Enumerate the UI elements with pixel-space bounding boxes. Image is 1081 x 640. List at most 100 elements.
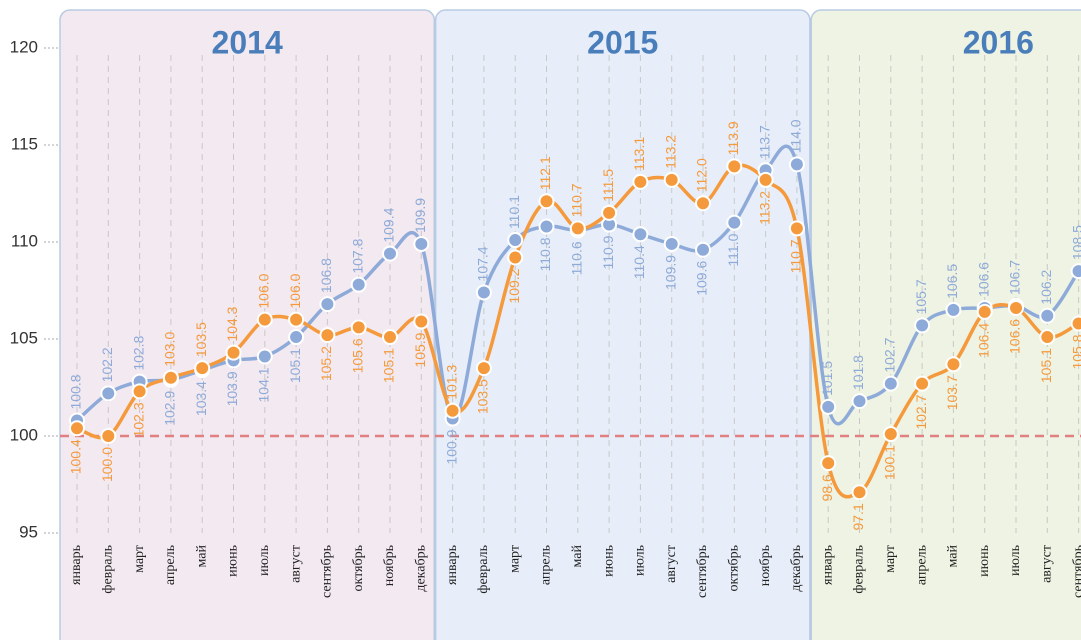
x-tick-label: январь xyxy=(820,545,835,585)
value-label: 105.2 xyxy=(318,346,334,381)
point xyxy=(757,171,774,188)
point xyxy=(256,348,273,365)
value-label: 106.6 xyxy=(975,262,991,297)
point xyxy=(131,383,148,400)
value-label: 113.2 xyxy=(662,135,678,169)
value-label: 107.8 xyxy=(349,238,365,273)
x-tick-label: март xyxy=(132,545,147,573)
value-label: 113.1 xyxy=(631,137,647,171)
value-label: 105.1 xyxy=(287,348,303,383)
point xyxy=(663,171,680,188)
value-label: 105.1 xyxy=(1038,348,1054,383)
x-tick-label: январь xyxy=(445,545,460,585)
x-tick-label: июль xyxy=(257,545,272,576)
x-tick-label: август xyxy=(664,545,679,583)
x-tick-label: апрель xyxy=(539,545,554,585)
point xyxy=(851,393,868,410)
point xyxy=(945,356,962,373)
y-tick-label: 120 xyxy=(10,37,38,56)
y-tick-label: 95 xyxy=(19,522,38,541)
x-tick-label: апрель xyxy=(914,545,929,585)
x-tick-label: июнь xyxy=(226,545,241,577)
value-label: 109.4 xyxy=(381,207,397,242)
value-label: 108.5 xyxy=(1069,225,1081,260)
x-tick-label: март xyxy=(507,545,522,573)
value-label: 112.0 xyxy=(694,158,710,192)
x-tick-label: ноябрь xyxy=(758,545,773,586)
year-panel xyxy=(434,9,811,640)
y-tick-label: 100 xyxy=(10,425,38,444)
point xyxy=(601,204,618,221)
value-label: 113.7 xyxy=(756,125,772,159)
value-label: 100.4 xyxy=(68,439,84,474)
point xyxy=(914,375,931,392)
value-label: 105.7 xyxy=(913,279,929,314)
value-label: 105.6 xyxy=(349,338,365,373)
value-label: 106.2 xyxy=(1038,269,1054,304)
x-tick-label: март xyxy=(883,545,898,573)
point xyxy=(507,232,524,249)
x-tick-label: ноябрь xyxy=(382,545,397,586)
x-tick-label: май xyxy=(570,545,585,568)
value-label: 111.5 xyxy=(600,169,616,202)
point xyxy=(1070,315,1081,332)
x-tick-label: октябрь xyxy=(727,545,742,592)
x-tick-label: май xyxy=(194,545,209,568)
y-tick-label: 105 xyxy=(10,328,38,347)
value-label: 106.6 xyxy=(1007,319,1023,354)
point xyxy=(820,455,837,472)
x-tick-label: сентябрь xyxy=(320,545,335,598)
value-label: 110.7 xyxy=(788,239,804,273)
value-label: 103.5 xyxy=(475,379,491,414)
point xyxy=(350,319,367,336)
value-label: 101.3 xyxy=(443,365,459,400)
value-label: 103.4 xyxy=(193,381,209,416)
value-label: 102.2 xyxy=(99,347,115,382)
value-label: 107.4 xyxy=(475,246,491,281)
point xyxy=(882,375,899,392)
value-label: 103.9 xyxy=(224,371,240,406)
point xyxy=(851,484,868,501)
value-label: 112.1 xyxy=(537,156,553,190)
point xyxy=(1039,329,1056,346)
value-label: 103.5 xyxy=(193,322,209,357)
x-tick-label: август xyxy=(1040,545,1055,583)
point xyxy=(788,156,805,173)
x-tick-label: декабрь xyxy=(414,545,429,592)
x-tick-label: январь xyxy=(69,545,84,585)
value-label: 111.0 xyxy=(725,233,741,266)
x-tick-label: август xyxy=(288,545,303,583)
point xyxy=(820,398,837,415)
point xyxy=(976,303,993,320)
x-tick-label: декабрь xyxy=(789,545,804,592)
value-label: 106.7 xyxy=(1007,260,1023,295)
value-label: 101.8 xyxy=(850,355,866,390)
point xyxy=(162,369,179,386)
value-label: 113.2 xyxy=(756,191,772,225)
point xyxy=(788,220,805,237)
value-label: 113.9 xyxy=(725,121,741,155)
year-label: 2016 xyxy=(963,24,1034,60)
x-tick-label: июнь xyxy=(977,545,992,577)
point xyxy=(726,158,743,175)
value-label: 105.9 xyxy=(412,332,428,367)
point xyxy=(945,301,962,318)
point xyxy=(914,317,931,334)
x-tick-label: май xyxy=(946,545,961,568)
point xyxy=(288,329,305,346)
point xyxy=(413,313,430,330)
value-label: 109.9 xyxy=(662,255,678,290)
point xyxy=(319,296,336,313)
year-label: 2014 xyxy=(212,24,283,60)
value-label: 109.2 xyxy=(506,268,522,303)
point xyxy=(663,235,680,252)
point xyxy=(538,193,555,210)
x-tick-label: октябрь xyxy=(351,545,366,592)
x-tick-label: июнь xyxy=(601,545,616,577)
x-tick-label: июль xyxy=(1008,545,1023,576)
point xyxy=(632,226,649,243)
point xyxy=(256,311,273,328)
point xyxy=(288,311,305,328)
point xyxy=(632,173,649,190)
